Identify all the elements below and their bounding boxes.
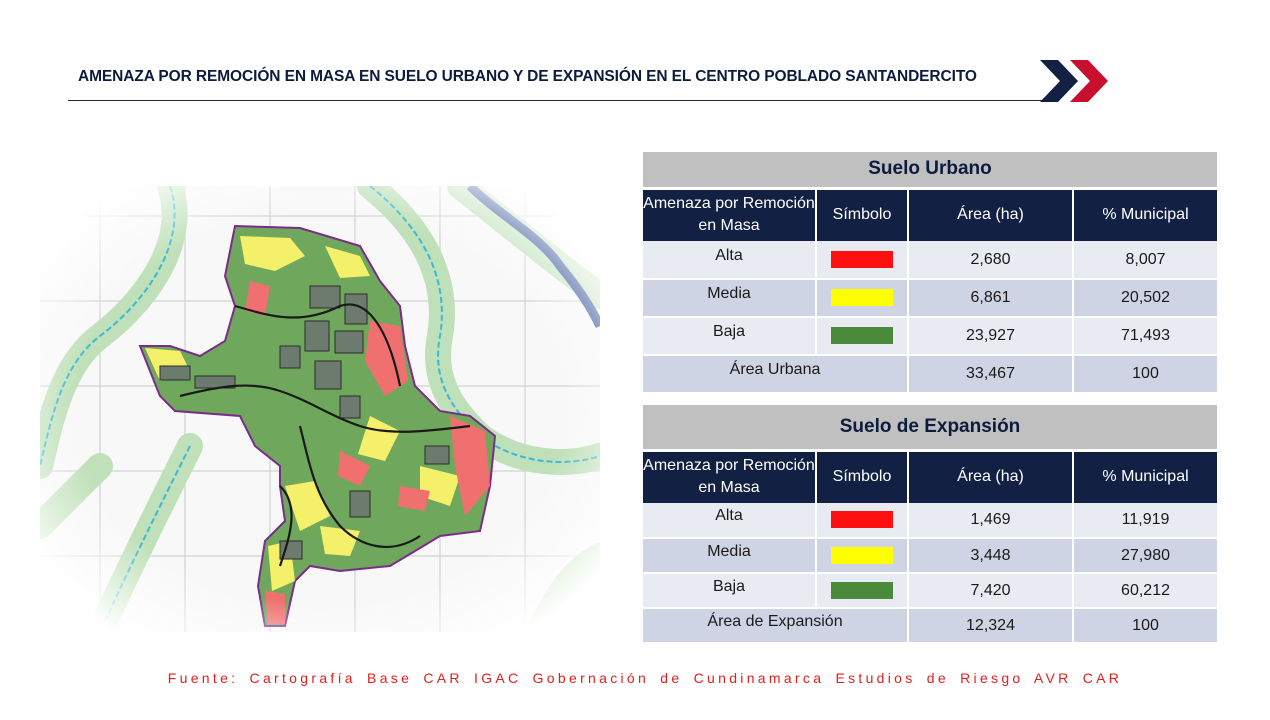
total-area: 33,467 [908,355,1074,394]
page-title: AMENAZA POR REMOCIÓN EN MASA EN SUELO UR… [78,68,977,85]
header-percent: % Municipal [1073,188,1218,241]
hazard-label: Media [707,285,751,302]
total-label: Área de Expansión [707,612,843,630]
table-row: Baja 7,420 60,212 [643,573,1218,609]
area-value: 7,420 [908,573,1074,609]
percent-value: 60,212 [1073,573,1218,609]
baja-swatch [831,581,893,599]
area-value: 2,680 [908,241,1074,280]
table-row: Media 3,448 27,980 [643,538,1218,574]
hazard-label: Baja [712,323,746,340]
media-swatch [831,546,893,564]
total-percent: 100 [1073,355,1218,394]
table-row: Alta 1,469 11,919 [643,503,1218,539]
area-value: 6,861 [908,279,1074,318]
percent-value: 27,980 [1073,538,1218,574]
header-hazard: Amenaza por Remoción en Masa [643,188,817,241]
table-row: Baja 23,927 71,493 [643,317,1218,356]
header-hazard: Amenaza por Remoción en Masa [643,450,817,503]
title-underline [68,100,1043,101]
area-value: 3,448 [908,538,1074,574]
media-swatch [831,289,893,307]
area-value: 23,927 [908,317,1074,356]
hazard-label: Baja [712,577,746,595]
table-row: Alta 2,680 8,007 [643,241,1218,280]
header-symbol: Símbolo [816,450,909,503]
header-area: Área (ha) [908,450,1074,503]
hazard-map-image [40,186,600,632]
table-row: Media 6,861 20,502 [643,279,1218,318]
header-symbol: Símbolo [816,188,909,241]
hazard-label: Media [707,542,751,560]
alta-swatch [831,511,893,529]
hazard-label: Alta [715,507,743,524]
baja-swatch [831,327,893,345]
percent-value: 8,007 [1073,241,1218,280]
table-total-row: Área Urbana 33,467 100 [643,355,1218,394]
urban-soil-caption: Suelo Urbano [643,152,1218,190]
percent-value: 20,502 [1073,279,1218,318]
percent-value: 11,919 [1073,503,1218,539]
total-label: Área Urbana [729,361,821,378]
expansion-soil-caption: Suelo de Expansión [643,405,1218,452]
header-percent: % Municipal [1073,450,1218,503]
total-percent: 100 [1073,608,1218,644]
hazard-label: Alta [715,246,743,264]
double-chevron-icon [1040,60,1108,102]
header-area: Área (ha) [908,188,1074,241]
alta-swatch [831,250,893,268]
total-area: 12,324 [908,608,1074,644]
expansion-soil-table: Suelo de Expansión Amenaza por Remoción … [643,405,1218,644]
area-value: 1,469 [908,503,1074,539]
source-note: Fuente: Cartografía Base CAR IGAC Gobern… [167,670,1123,686]
table-total-row: Área de Expansión 12,324 100 [643,608,1218,644]
urban-soil-table: Suelo Urbano Amenaza por Remoción en Mas… [643,152,1218,394]
percent-value: 71,493 [1073,317,1218,356]
